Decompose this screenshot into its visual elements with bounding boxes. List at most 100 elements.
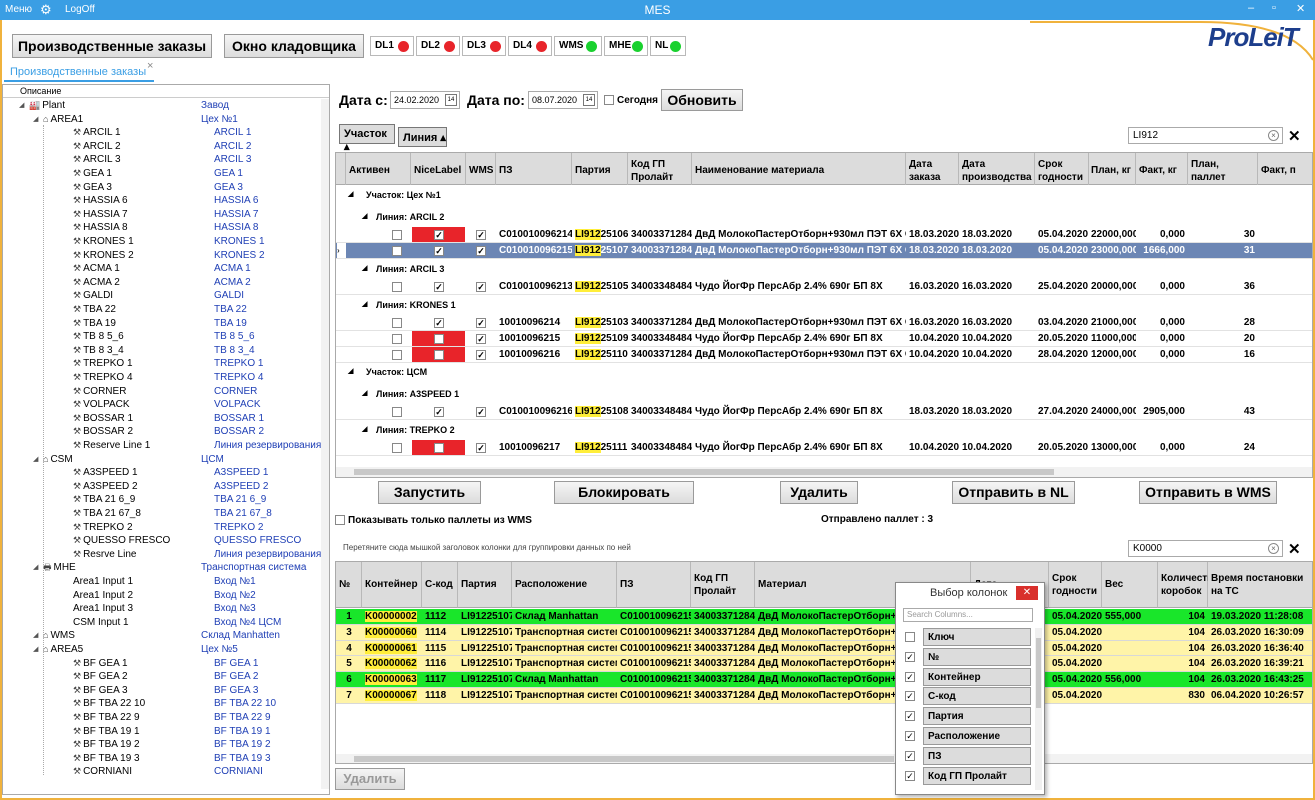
column-header[interactable]: Дата заказа xyxy=(906,153,959,185)
scroll-thumb[interactable] xyxy=(354,756,894,762)
start-button[interactable]: Запустить xyxy=(378,481,481,504)
tree-node[interactable]: ⚒ TBA 22 TBA 22 xyxy=(3,303,329,317)
nicelabel-checkbox[interactable]: ✓ xyxy=(434,282,444,292)
nicelabel-checkbox[interactable]: ✓ xyxy=(434,230,444,240)
column-option[interactable]: Ключ xyxy=(903,628,1033,646)
tree-node[interactable]: ◢ ⌂ AREA5 Цех №5 xyxy=(3,643,329,657)
group-row-line[interactable]: ◢ Линия: ARCIL 2 xyxy=(336,209,1312,227)
tree-node[interactable]: ⚒ ARCIL 1 ARCIL 1 xyxy=(3,126,329,140)
column-header[interactable]: NiceLabel xyxy=(411,153,466,185)
tab-production-orders[interactable]: Производственные заказы xyxy=(4,62,154,82)
column-header[interactable]: Активен xyxy=(346,153,411,185)
column-option[interactable]: ✓ Расположение xyxy=(903,727,1033,745)
expander-icon[interactable]: ◢ xyxy=(33,632,39,640)
pallet-row[interactable]: 1 K00000002 1112 LI91225107 Склад Manhattan C… xyxy=(336,609,1312,625)
wms-checkbox[interactable]: ✓ xyxy=(476,443,486,453)
order-search-input[interactable]: LI912 × xyxy=(1128,127,1283,144)
refresh-button[interactable]: Обновить xyxy=(661,89,743,111)
storekeeper-button[interactable]: Окно кладовщика xyxy=(224,34,364,58)
delete-order-button[interactable]: Удалить xyxy=(780,481,858,504)
tree-node[interactable]: ⚒ BF TBA 19 2 BF TBA 19 2 xyxy=(3,738,329,752)
tree-node[interactable]: ⚒ GEA 3 GEA 3 xyxy=(3,181,329,195)
column-option[interactable]: ✓ Контейнер xyxy=(903,667,1033,686)
clear-icon[interactable]: × xyxy=(1268,130,1279,141)
tree-node[interactable]: ⚒ BF TBA 22 10 BF TBA 22 10 xyxy=(3,697,329,711)
group-chip-area[interactable]: Участок ▴ xyxy=(339,124,395,153)
clear-icon[interactable]: × xyxy=(1268,543,1279,554)
group-row-line[interactable]: ◢ Линия: KRONES 1 xyxy=(336,297,1312,315)
active-checkbox[interactable] xyxy=(392,334,402,344)
tree-node[interactable]: ◢ 🖶 MHE Транспортная система xyxy=(3,561,329,575)
tree-node[interactable]: ◢ ⌂ CSM ЦСМ xyxy=(3,453,329,467)
expander-icon[interactable]: ◢ xyxy=(19,102,25,109)
tree-node[interactable]: ⚒ VOLPACK VOLPACK xyxy=(3,398,329,412)
tree-node[interactable]: ⚒ A3SPEED 1 A3SPEED 1 xyxy=(3,466,329,480)
pallet-row[interactable]: 5 K00000062 1116 LI91225107 Транспортная сис… xyxy=(336,656,1312,673)
tree-node[interactable]: ⚒ KRONES 1 KRONES 1 xyxy=(3,235,329,249)
close-search-icon[interactable]: ✕ xyxy=(1288,128,1301,145)
column-header[interactable]: Расположение xyxy=(512,562,617,608)
send-nl-button[interactable]: Отправить в NL xyxy=(952,481,1075,504)
scroll-thumb[interactable] xyxy=(354,469,1054,475)
pallet-search-input[interactable]: K0000 × xyxy=(1128,540,1283,557)
tree-node[interactable]: ⚒ BOSSAR 1 BOSSAR 1 xyxy=(3,412,329,426)
expander-icon[interactable]: ◢ xyxy=(33,646,39,653)
tree-node[interactable]: ⚒ CORNER CORNER xyxy=(3,385,329,399)
column-header[interactable]: С-код xyxy=(422,562,458,608)
group-row-area[interactable]: ◢ Участок: Цех №1 xyxy=(336,187,1312,208)
delete-pallet-button[interactable]: Удалить xyxy=(335,768,405,790)
collapse-icon[interactable]: ◢ xyxy=(362,390,368,397)
tree-node[interactable]: ⚒ KRONES 2 KRONES 2 xyxy=(3,249,329,263)
column-header[interactable]: Код ГП Пролайт xyxy=(691,562,755,608)
column-header[interactable]: План, кг xyxy=(1088,153,1136,185)
column-header[interactable]: Партия xyxy=(458,562,512,608)
column-header[interactable]: План, паллет xyxy=(1188,153,1258,185)
tree-node[interactable]: ⚒ TBA 19 TBA 19 xyxy=(3,317,329,331)
tree-node[interactable]: ⚒ Reserve Line 1 Линия резервирования xyxy=(3,439,329,453)
column-header[interactable]: Количество коробок xyxy=(1158,562,1219,608)
nicelabel-checkbox[interactable]: ✓ xyxy=(434,318,444,328)
column-header[interactable]: Факт, кг xyxy=(1136,153,1188,185)
column-option-checkbox[interactable]: ✓ xyxy=(905,750,915,761)
column-option-checkbox[interactable]: ✓ xyxy=(905,691,915,702)
send-wms-button[interactable]: Отправить в WMS xyxy=(1139,481,1277,504)
collapse-icon[interactable]: ◢ xyxy=(362,301,368,308)
column-option-checkbox[interactable]: ✓ xyxy=(905,651,915,662)
date-from-field[interactable]: 24.02.2020 14 xyxy=(390,91,460,109)
column-header[interactable]: WMS xyxy=(466,153,496,185)
orders-button[interactable]: Производственные заказы xyxy=(12,34,212,58)
group-row-line[interactable]: ◢ Линия: A3SPEED 1 xyxy=(336,386,1312,404)
tab-close-icon[interactable]: × xyxy=(147,60,154,72)
tree-node[interactable]: ◢ ⌂ AREA1 Цех №1 xyxy=(3,113,329,127)
block-button[interactable]: Блокировать xyxy=(554,481,694,504)
order-row[interactable]: ✓ ✓ C010010096213 LI91225105 34003348484 Чудо… xyxy=(336,279,1312,295)
order-row[interactable]: ✓ 10010096215 LI91225109 34003348484 Чудо Йо… xyxy=(336,331,1312,347)
tree-scrollbar[interactable] xyxy=(321,99,329,789)
column-option[interactable]: ✓ ПЗ xyxy=(903,746,1033,765)
tree-node[interactable]: ⚒ ACMA 2 ACMA 2 xyxy=(3,276,329,290)
tree-node[interactable]: ⚒ GALDI GALDI xyxy=(3,289,329,303)
calendar-icon[interactable]: 14 xyxy=(445,94,457,106)
tree-node[interactable]: ⚒ QUESSO FRESCO QUESSO FRESCO xyxy=(3,534,329,548)
orders-grid-hscroll[interactable] xyxy=(336,467,1312,477)
column-header[interactable]: Дата производства xyxy=(959,153,1035,185)
tree-node[interactable]: ⚒ BF GEA 2 BF GEA 2 xyxy=(3,670,329,684)
tree-node[interactable]: ⚒ TREPKO 1 TREPKO 1 xyxy=(3,357,329,371)
tree-node[interactable]: ⚒ BF TBA 19 3 BF TBA 19 3 xyxy=(3,752,329,766)
gear-icon[interactable]: ⚙ xyxy=(40,2,52,17)
pallets-grid-hscroll[interactable] xyxy=(336,754,1312,763)
wms-checkbox[interactable]: ✓ xyxy=(476,407,486,417)
pallet-row[interactable]: 6 K00000063 1117 LI91225107 Склад Manhattan C… xyxy=(336,672,1312,688)
tree-node[interactable]: ⚒ TB 8 3_4 TB 8 3_4 xyxy=(3,344,329,358)
collapse-icon[interactable]: ◢ xyxy=(362,426,368,433)
column-chooser-scrollbar[interactable] xyxy=(1035,628,1042,790)
tree-node[interactable]: Area1 Input 1 Вход №1 xyxy=(3,575,329,589)
today-checkbox[interactable] xyxy=(604,95,614,105)
date-to-field[interactable]: 08.07.2020 14 xyxy=(528,91,598,109)
tree-node[interactable]: ⚒ Resrve Line Линия резервирования xyxy=(3,548,329,562)
column-option-checkbox[interactable] xyxy=(905,632,915,642)
wms-checkbox[interactable]: ✓ xyxy=(476,318,486,328)
column-option-checkbox[interactable]: ✓ xyxy=(905,731,915,741)
tree-node[interactable]: ⚒ TBA 21 67_8 TBA 21 67_8 xyxy=(3,507,329,521)
pallet-row[interactable]: 4 K00000061 1115 LI91225107 Транспортная сис… xyxy=(336,640,1312,657)
